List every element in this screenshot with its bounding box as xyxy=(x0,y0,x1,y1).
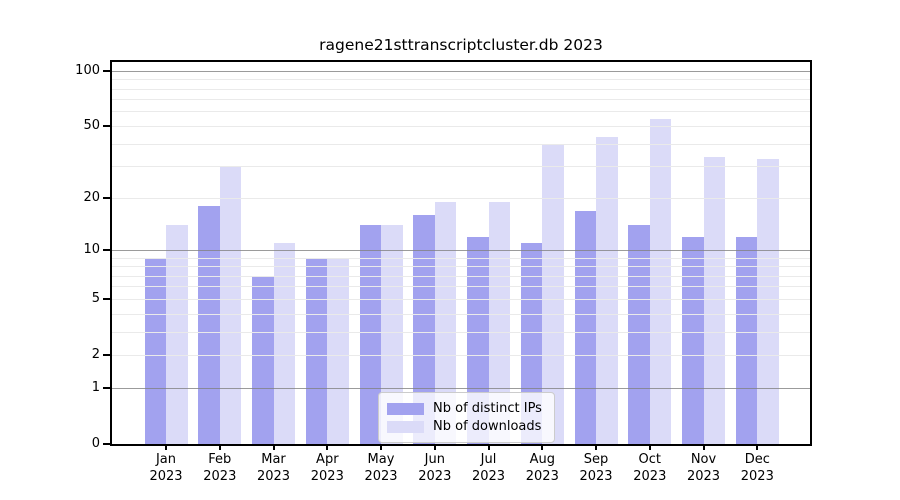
y-tick-mark-0 xyxy=(103,443,110,445)
gridline-minor-90 xyxy=(112,79,810,81)
x-tick-mark-dec xyxy=(756,445,759,450)
y-tick-mark-10 xyxy=(103,249,110,252)
legend-label-distinct-ips: Nb of distinct IPs xyxy=(433,401,542,416)
x-tick-mark-mar xyxy=(272,445,275,450)
y-tick-label-10: 10 xyxy=(83,242,100,258)
x-tick-mark-jun xyxy=(433,445,436,450)
bar-nb-of-downloads-apr xyxy=(327,258,349,444)
bar-nb-of-distinct-ips-feb xyxy=(198,206,220,444)
plot-area xyxy=(110,60,812,446)
x-tick-mark-sep xyxy=(595,445,597,450)
gridline-major-100 xyxy=(112,70,810,72)
gridline-minor-60 xyxy=(112,111,810,113)
gridline-minor-6 xyxy=(112,286,810,288)
x-tick-label-jul: Jul 2023 xyxy=(471,452,506,484)
bar-nb-of-distinct-ips-dec xyxy=(735,236,758,444)
x-tick-mark-jul xyxy=(487,445,490,450)
x-tick-mark-aug xyxy=(541,445,544,450)
x-tick-mark-oct xyxy=(648,445,651,450)
y-tick-mark-20 xyxy=(103,197,110,200)
bar-nb-of-downloads-jan xyxy=(166,225,188,444)
gridline-minor-70 xyxy=(112,99,810,101)
bar-nb-of-distinct-ips-apr xyxy=(305,258,328,444)
bar-nb-of-distinct-ips-oct xyxy=(628,225,650,444)
bar-nb-of-downloads-jun xyxy=(434,202,457,444)
y-tick-mark-2 xyxy=(103,354,110,357)
gridline-minor-4 xyxy=(112,313,810,315)
x-tick-mark-nov xyxy=(702,445,705,450)
x-tick-label-jan: Jan 2023 xyxy=(149,452,183,484)
x-tick-label-sep: Sep 2023 xyxy=(579,452,613,484)
bar-nb-of-downloads-nov xyxy=(703,156,725,444)
x-tick-mark-apr xyxy=(326,445,329,450)
gridline-major-1 xyxy=(112,387,810,389)
y-tick-label-0: 0 xyxy=(91,436,100,451)
y-tick-mark-1 xyxy=(103,387,110,389)
legend-entry-downloads: Nb of downloads xyxy=(387,419,546,434)
y-tick-label-1: 1 xyxy=(91,380,100,395)
bar-nb-of-downloads-sep xyxy=(596,136,618,444)
x-tick-label-feb: Feb 2023 xyxy=(203,452,237,484)
x-tick-label-dec: Dec 2023 xyxy=(740,452,774,484)
x-tick-label-apr: Apr 2023 xyxy=(310,452,344,484)
bar-nb-of-distinct-ips-nov xyxy=(682,236,704,444)
x-tick-label-may: May 2023 xyxy=(364,452,398,484)
bar-nb-of-distinct-ips-mar xyxy=(252,276,274,444)
gridline-minor-9 xyxy=(112,257,810,259)
gridline-minor-3 xyxy=(112,331,810,333)
legend-label-downloads: Nb of downloads xyxy=(433,419,542,434)
legend-swatch-distinct-ips xyxy=(387,402,424,415)
y-tick-label-2: 2 xyxy=(91,347,100,363)
y-tick-label-20: 20 xyxy=(83,190,100,206)
bar-nb-of-downloads-oct xyxy=(649,118,672,444)
chart-title: ragene21sttranscriptcluster.db 2023 xyxy=(319,36,603,54)
legend-entry-distinct-ips: Nb of distinct IPs xyxy=(387,401,546,416)
bar-nb-of-downloads-aug xyxy=(542,144,564,444)
gridline-minor-80 xyxy=(112,88,810,90)
y-tick-mark-100 xyxy=(103,70,110,73)
bar-nb-of-downloads-jul xyxy=(488,202,510,444)
gridline-minor-30 xyxy=(112,166,810,168)
gridline-minor-40 xyxy=(112,143,810,145)
x-tick-label-nov: Nov 2023 xyxy=(686,452,721,484)
y-tick-label-50: 50 xyxy=(83,118,100,134)
gridline-minor-5 xyxy=(112,298,810,300)
x-tick-label-jun: Jun 2023 xyxy=(418,452,452,484)
gridline-minor-8 xyxy=(112,266,810,267)
gridline-major-10 xyxy=(112,249,810,251)
gridline-minor-7 xyxy=(112,275,810,277)
x-tick-mark-feb xyxy=(218,445,221,450)
legend-swatch-downloads xyxy=(387,420,424,433)
x-tick-mark-may xyxy=(380,445,382,450)
y-tick-label-100: 100 xyxy=(75,63,100,79)
bar-nb-of-downloads-mar xyxy=(273,243,295,444)
gridline-minor-2 xyxy=(112,354,810,356)
bar-nb-of-distinct-ips-sep xyxy=(574,210,596,444)
x-tick-mark-jan xyxy=(165,445,167,450)
y-tick-mark-50 xyxy=(103,125,110,128)
bar-nb-of-distinct-ips-may xyxy=(359,225,381,444)
bar-nb-of-downloads-dec xyxy=(757,159,779,444)
gridline-minor-50 xyxy=(112,125,810,127)
gridline-minor-20 xyxy=(112,197,810,199)
x-tick-label-oct: Oct 2023 xyxy=(633,452,667,484)
bar-nb-of-downloads-feb xyxy=(219,166,242,444)
y-tick-label-5: 5 xyxy=(91,291,100,307)
x-tick-label-aug: Aug 2023 xyxy=(525,452,559,484)
bar-nb-of-distinct-ips-jun xyxy=(413,215,435,444)
y-tick-mark-5 xyxy=(103,298,110,301)
bar-nb-of-distinct-ips-jan xyxy=(144,258,166,444)
bar-nb-of-downloads-may xyxy=(381,225,403,444)
x-tick-label-mar: Mar 2023 xyxy=(256,452,291,484)
legend: Nb of distinct IPs Nb of downloads xyxy=(378,392,555,443)
